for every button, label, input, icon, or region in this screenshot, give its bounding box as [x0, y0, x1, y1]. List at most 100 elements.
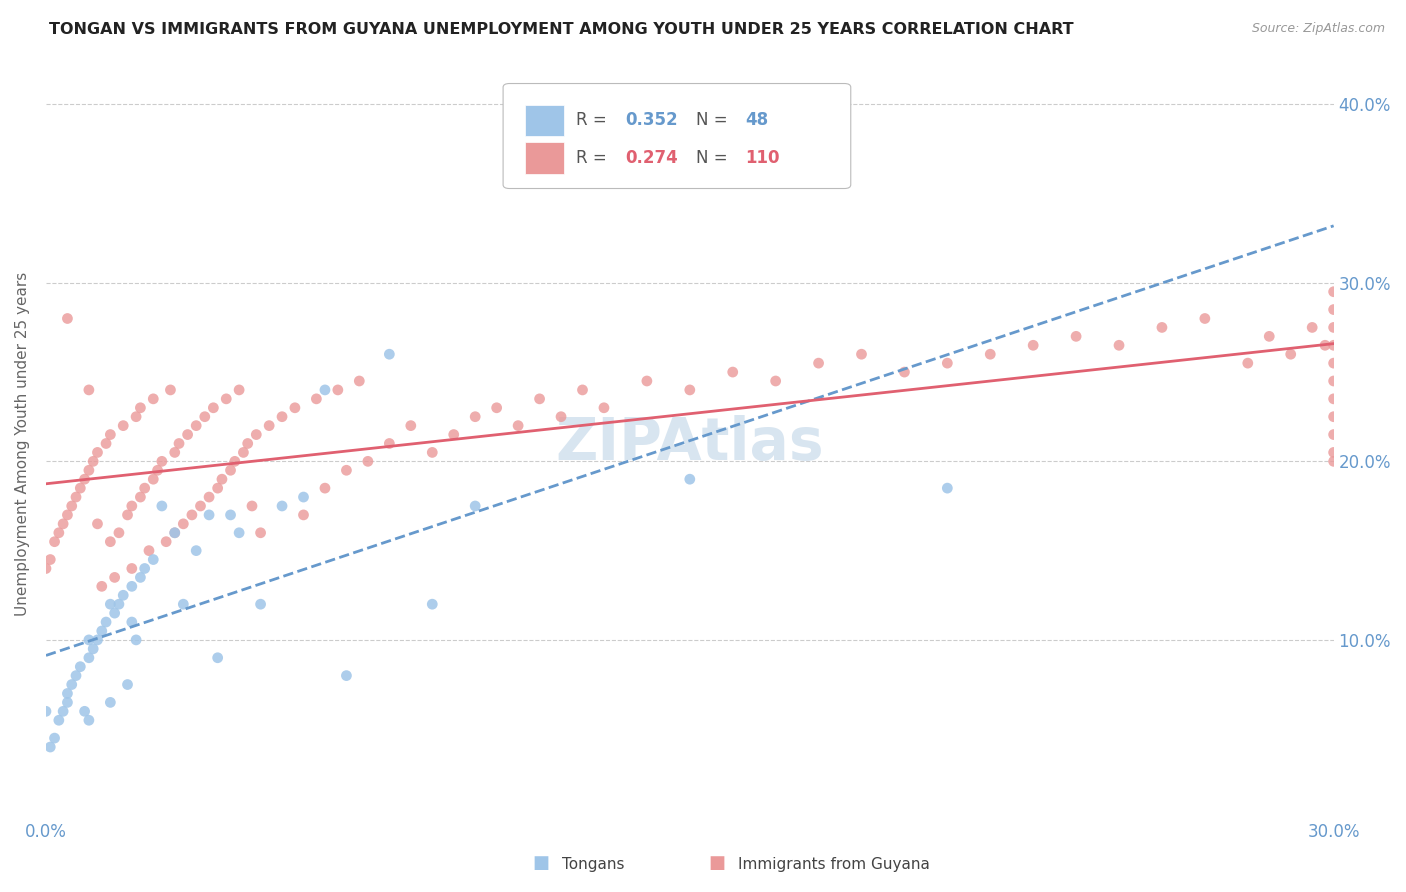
Point — [464, 409, 486, 424]
Point — [155, 534, 177, 549]
Point — [420, 597, 443, 611]
Point — [121, 561, 143, 575]
Point — [121, 579, 143, 593]
Point — [1236, 356, 1258, 370]
Point — [98, 695, 121, 709]
Point — [224, 454, 246, 468]
Point — [56, 311, 79, 326]
Point — [232, 445, 254, 459]
Point — [228, 525, 250, 540]
Point — [150, 499, 173, 513]
Point — [180, 508, 202, 522]
Point — [679, 472, 702, 486]
Point — [73, 704, 96, 718]
Point — [77, 713, 100, 727]
Point — [82, 454, 104, 468]
Point — [90, 579, 112, 593]
Point — [508, 418, 530, 433]
Point — [198, 490, 221, 504]
Point — [211, 472, 233, 486]
Point — [571, 383, 593, 397]
Point — [207, 481, 229, 495]
Point — [134, 481, 156, 495]
Point — [108, 597, 131, 611]
Point — [679, 383, 702, 397]
Point — [163, 525, 186, 540]
Point — [167, 436, 190, 450]
Point — [163, 525, 186, 540]
FancyBboxPatch shape — [524, 104, 564, 136]
Point — [117, 508, 139, 522]
Point — [39, 739, 62, 754]
Point — [48, 525, 70, 540]
Point — [305, 392, 328, 406]
Point — [292, 508, 315, 522]
Point — [60, 499, 83, 513]
Point — [77, 463, 100, 477]
Point — [1313, 338, 1336, 352]
Point — [94, 615, 117, 629]
Point — [86, 632, 108, 647]
Point — [142, 472, 165, 486]
Point — [1323, 454, 1346, 468]
Point — [636, 374, 658, 388]
Point — [1022, 338, 1045, 352]
Point — [150, 454, 173, 468]
Point — [1301, 320, 1323, 334]
Point — [65, 490, 87, 504]
Point — [1323, 427, 1346, 442]
Point — [593, 401, 616, 415]
Point — [236, 436, 259, 450]
Point — [851, 347, 873, 361]
Point — [420, 445, 443, 459]
Point — [249, 597, 271, 611]
Point — [335, 668, 357, 682]
Point — [98, 427, 121, 442]
Point — [314, 383, 336, 397]
Point — [172, 597, 194, 611]
Point — [202, 401, 225, 415]
Text: TONGAN VS IMMIGRANTS FROM GUYANA UNEMPLOYMENT AMONG YOUTH UNDER 25 YEARS CORRELA: TONGAN VS IMMIGRANTS FROM GUYANA UNEMPLO… — [49, 22, 1074, 37]
Point — [936, 356, 959, 370]
Point — [186, 543, 208, 558]
Point — [117, 677, 139, 691]
Point — [142, 552, 165, 566]
Point — [271, 409, 294, 424]
Point — [77, 632, 100, 647]
Text: 110: 110 — [745, 149, 780, 167]
Point — [77, 650, 100, 665]
Point — [1258, 329, 1281, 343]
Point — [529, 392, 551, 406]
Point — [1150, 320, 1173, 334]
Point — [104, 606, 127, 620]
Point — [1323, 285, 1346, 299]
Point — [271, 499, 294, 513]
Point — [936, 481, 959, 495]
Point — [176, 427, 198, 442]
Point — [108, 525, 131, 540]
Point — [142, 392, 165, 406]
Point — [190, 499, 212, 513]
Point — [172, 516, 194, 531]
Point — [228, 383, 250, 397]
Point — [60, 677, 83, 691]
Point — [129, 401, 152, 415]
Point — [82, 641, 104, 656]
Point — [485, 401, 508, 415]
Point — [44, 731, 66, 745]
Point — [35, 561, 58, 575]
Point — [1323, 445, 1346, 459]
Point — [399, 418, 422, 433]
Point — [1323, 356, 1346, 370]
Point — [240, 499, 263, 513]
Point — [56, 686, 79, 700]
Point — [86, 516, 108, 531]
Point — [1323, 409, 1346, 424]
Text: 48: 48 — [745, 112, 768, 129]
Point — [1323, 392, 1346, 406]
Point — [893, 365, 915, 379]
Point — [219, 463, 242, 477]
Point — [69, 481, 91, 495]
FancyBboxPatch shape — [503, 84, 851, 188]
Point — [1323, 320, 1346, 334]
